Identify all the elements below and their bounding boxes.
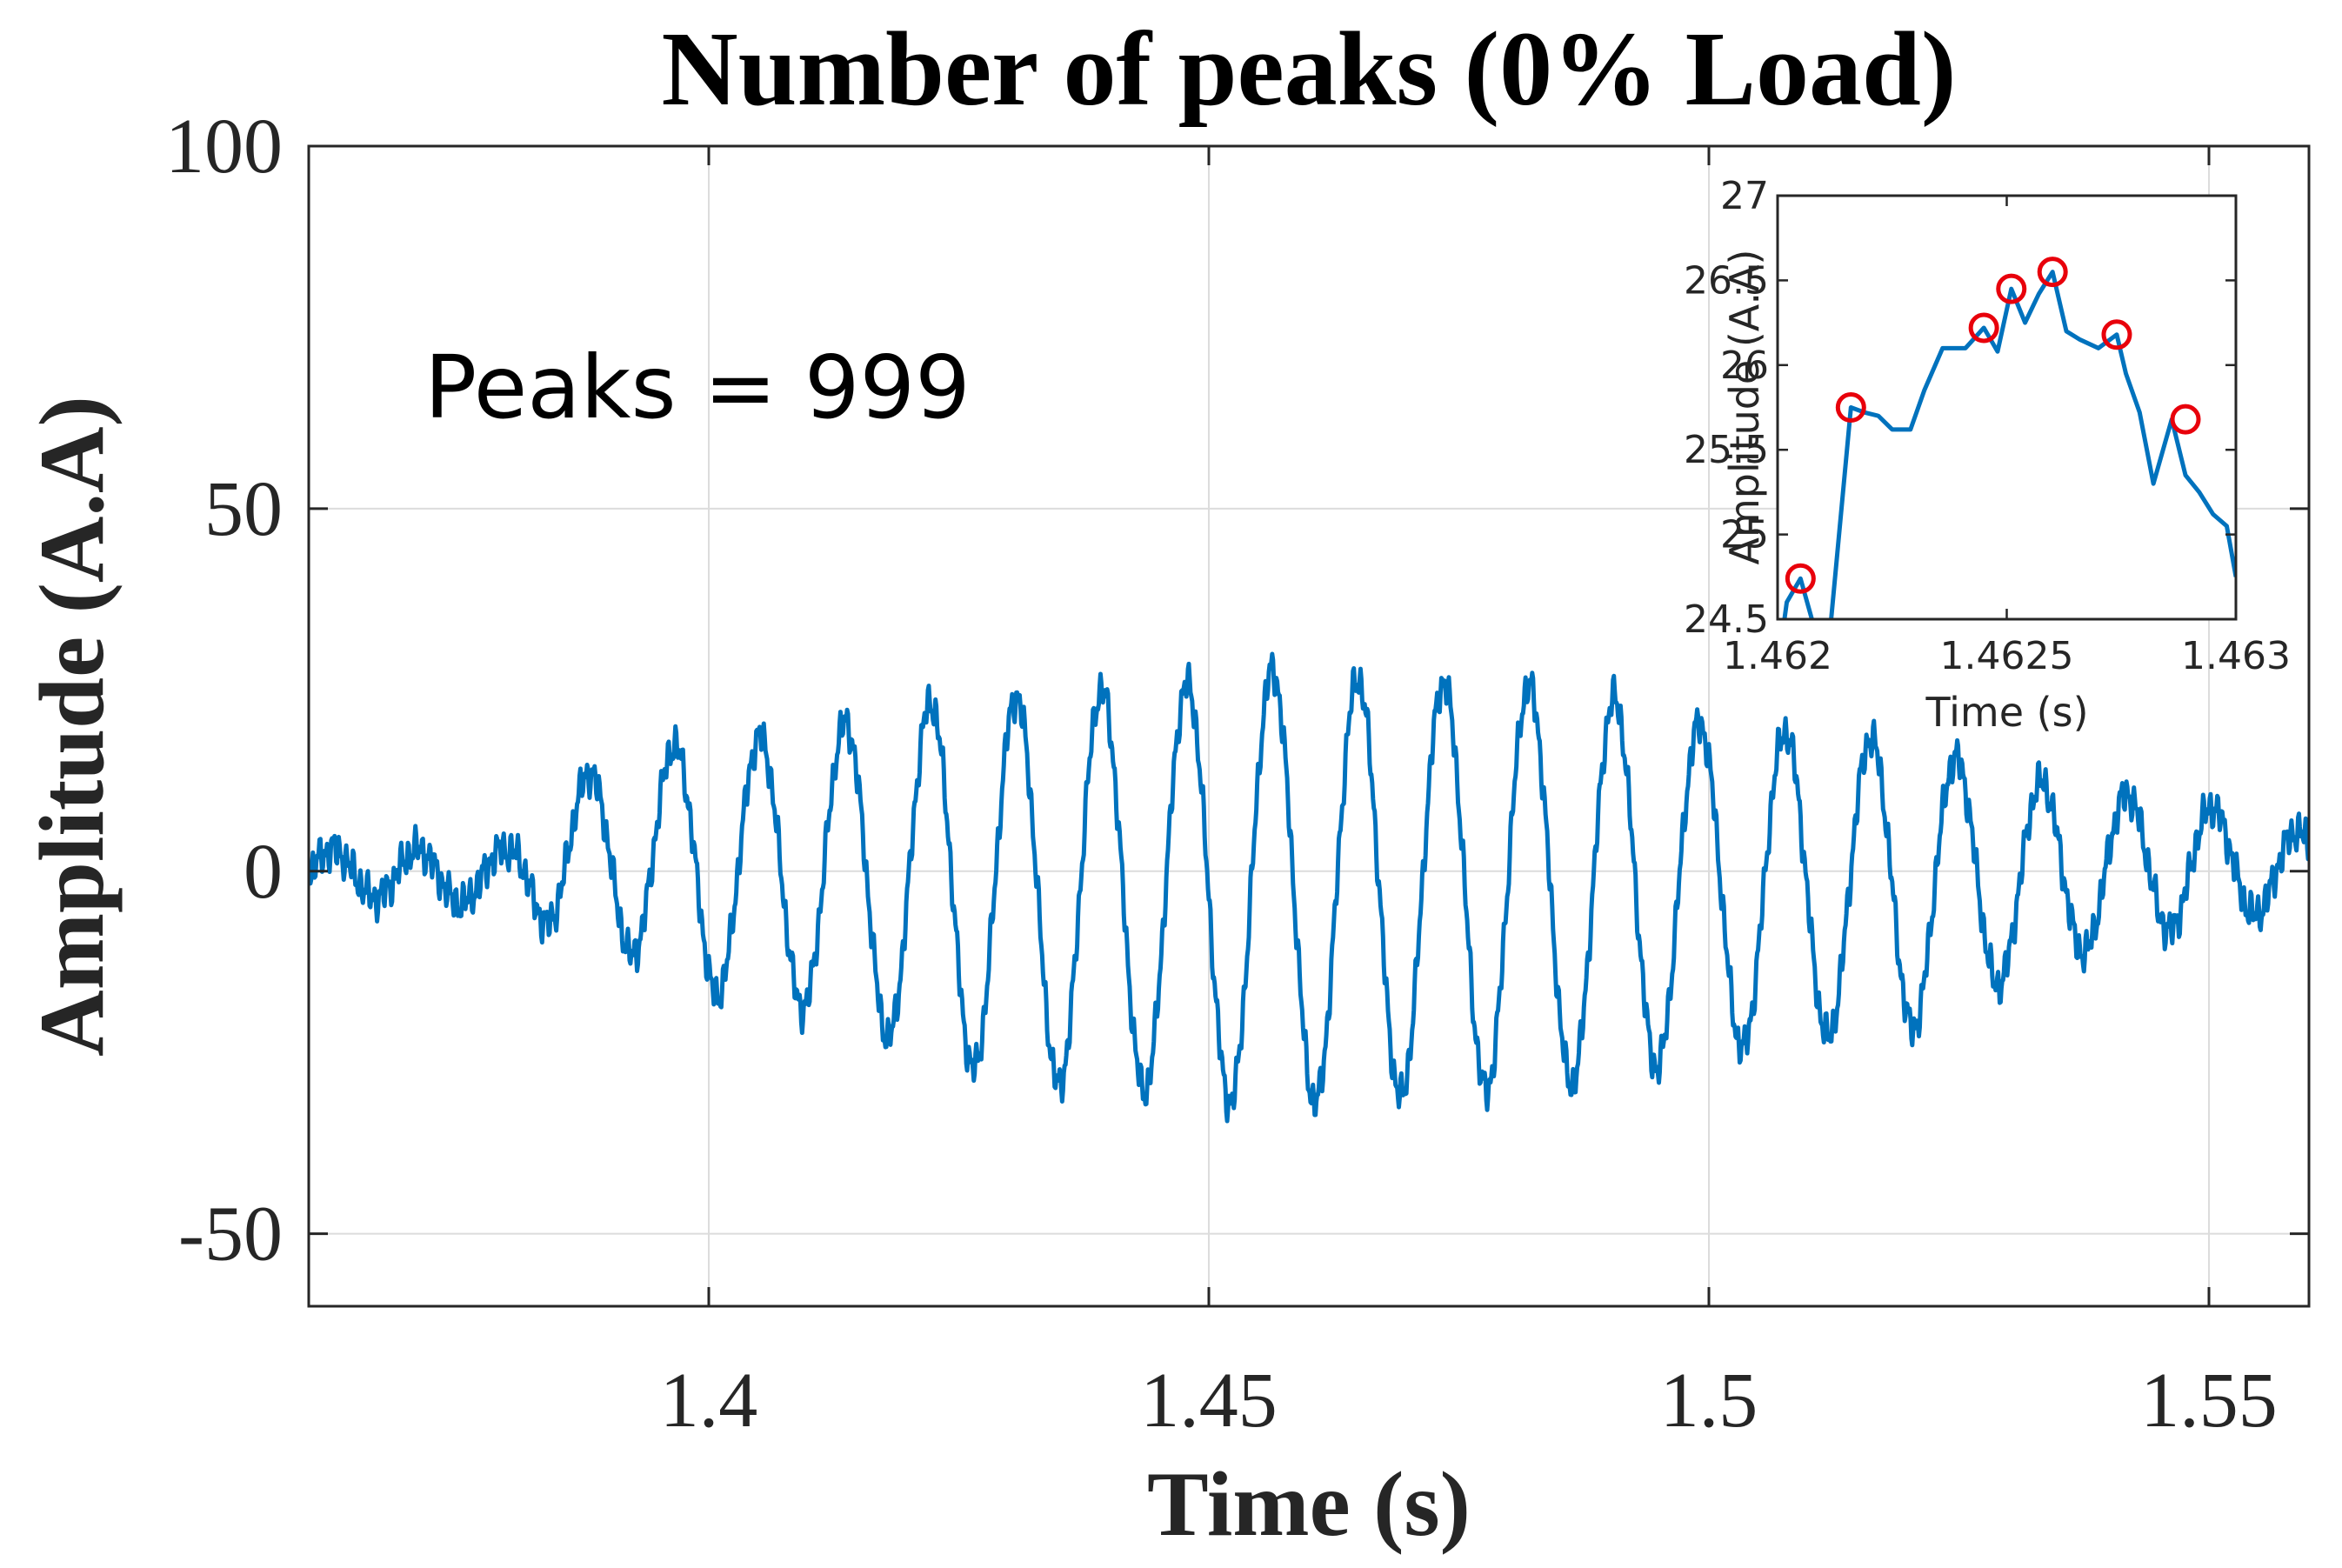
y-tick-label: 100 [165, 103, 283, 190]
peak-marker [1835, 392, 1866, 423]
inset-series [1782, 257, 2236, 619]
chart-title: Number of peaks (0% Load) [662, 10, 1957, 128]
peak-marker [2170, 404, 2201, 435]
peak-marker [1968, 312, 1999, 344]
peak-marker [2037, 257, 2068, 288]
main-ticks: 1.4 1.45 1.5 1.55 -50 0 50 100 [165, 103, 2309, 1444]
inset-ticks: 1.462 1.4625 1.463 24.5 25 25.5 26 26.5 27 [1684, 174, 2291, 678]
inset-y-axis-label: Amplitude (A.A) [1721, 250, 1768, 565]
inset-x-axis-label: Time (s) [1925, 689, 2088, 736]
main-series [309, 651, 2309, 1124]
inset-y-tick-label: 25 [1720, 513, 1769, 557]
main-axes-box [307, 144, 2311, 1308]
x-tick-label: 1.5 [1660, 1358, 1758, 1444]
inset-y-tick-label: 27 [1720, 174, 1769, 218]
x-tick-label: 1.45 [1140, 1358, 1278, 1444]
peak-marker [1785, 563, 1816, 594]
y-tick-label: 0 [244, 829, 283, 915]
inset-y-tick-label: 24.5 [1684, 597, 1769, 642]
inset-y-tick-label: 26.5 [1684, 258, 1769, 303]
inset-y-tick-label: 25.5 [1684, 428, 1769, 472]
inset-series-line [1782, 270, 2236, 619]
x-axis-label: Time (s) [1147, 1453, 1471, 1555]
peak-marker [1996, 273, 2027, 304]
y-tick-label: 50 [204, 466, 283, 552]
x-tick-label: 1.4 [660, 1358, 758, 1444]
peak-marker [2101, 319, 2132, 350]
inset-x-tick-label: 1.4625 [1940, 634, 2074, 678]
inset-x-tick-label: 1.463 [2181, 634, 2291, 678]
y-axis-label: Amplitude (A.A) [21, 396, 123, 1057]
inset-y-tick-label: 26 [1720, 344, 1769, 388]
peaks-annotation: Peaks = 999 [424, 337, 971, 438]
inset-x-tick-label: 1.462 [1723, 634, 1832, 678]
y-tick-label: -50 [178, 1191, 283, 1278]
x-tick-label: 1.55 [2140, 1358, 2278, 1444]
inset-plot-area [1778, 196, 2236, 619]
amplitude-series-line [309, 651, 2309, 1124]
